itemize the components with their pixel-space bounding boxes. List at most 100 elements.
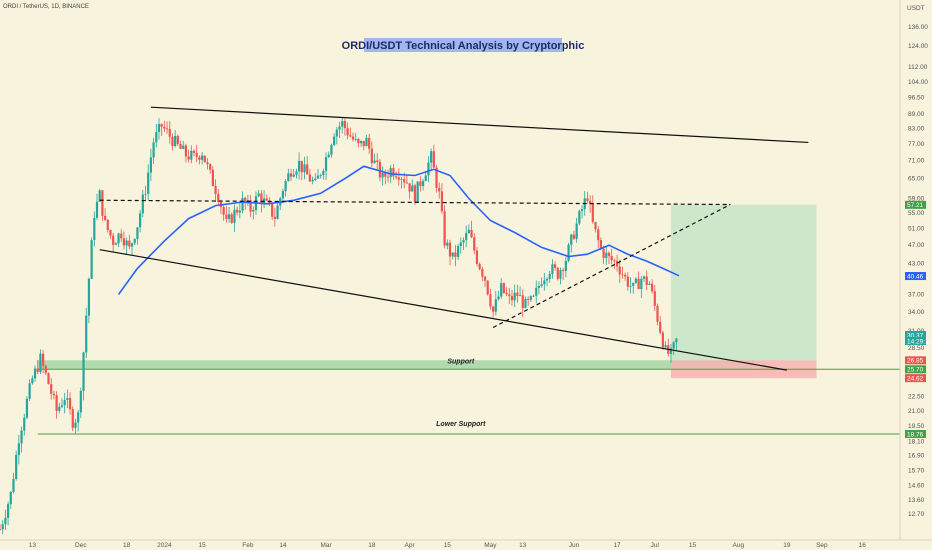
time-axis[interactable]: 13 Dec 18 2024 15 Feb 14 Mar 18 Apr 15 May 13 Jun 17 Ju…	[29, 542, 867, 549]
candle	[160, 123, 163, 136]
candle	[327, 151, 330, 158]
candle-body	[575, 223, 578, 239]
x-tick-label: Aug	[733, 542, 745, 549]
candle	[163, 120, 166, 133]
candle-body	[227, 214, 231, 219]
candle	[273, 207, 276, 227]
candle-body	[66, 398, 69, 400]
candle	[357, 138, 360, 148]
candle	[20, 426, 23, 453]
y-tick-label: 12.70	[908, 511, 925, 518]
candle-body	[311, 179, 314, 182]
candle-body	[500, 283, 503, 297]
y-tick-label: 71.00	[908, 157, 925, 164]
candle-body	[0, 529, 2, 531]
candle	[303, 156, 306, 180]
candle	[626, 272, 629, 291]
candle-body	[416, 181, 419, 203]
candle-body	[446, 242, 449, 246]
candle	[518, 286, 522, 297]
candle	[330, 143, 333, 158]
currency-label[interactable]: USDT	[907, 5, 925, 12]
y-tick-label: 37.00	[908, 291, 925, 298]
candle-body	[346, 128, 349, 136]
price-tag: 30.37	[905, 330, 926, 339]
candle-body	[540, 284, 543, 287]
candle	[222, 204, 225, 221]
price-axis[interactable]: 136.00 124.00 112.00 104.00 96.50 89.00 83.00 7…	[908, 24, 928, 518]
candle	[257, 189, 260, 198]
price-tag-bg	[905, 330, 926, 339]
candle-body	[634, 278, 638, 283]
candle-body	[408, 183, 411, 192]
candle	[281, 188, 285, 204]
support-label: Support	[447, 358, 474, 365]
candle	[39, 349, 42, 375]
candle	[451, 252, 454, 260]
candle	[23, 413, 26, 436]
candle	[465, 225, 468, 248]
x-tick-label: Jul	[651, 542, 660, 549]
candle	[187, 149, 190, 163]
candle	[4, 509, 7, 530]
candle	[244, 196, 247, 210]
candle	[85, 307, 88, 359]
candle-body	[120, 233, 123, 239]
y-tick-label: 18.10	[908, 438, 925, 445]
candle-body	[9, 491, 12, 505]
candle	[343, 118, 347, 136]
candle-body	[25, 398, 29, 418]
candle-body	[136, 227, 139, 239]
x-tick-label: 18	[368, 542, 376, 549]
candle-body	[650, 283, 654, 292]
candle-body	[454, 252, 457, 257]
neckline	[99, 199, 731, 206]
candle-body	[535, 287, 538, 296]
candle-body	[430, 151, 433, 163]
candle	[359, 140, 363, 147]
candle	[672, 341, 675, 356]
candle	[634, 277, 638, 284]
x-tick-label: 13	[519, 542, 527, 549]
candle	[155, 123, 158, 148]
price-tag-bg	[905, 429, 926, 438]
candle	[42, 350, 45, 373]
candle	[529, 295, 532, 302]
candle-body	[615, 260, 619, 267]
candle	[349, 127, 352, 138]
candle-body	[395, 176, 398, 178]
candle-body	[521, 295, 524, 308]
candle-body	[17, 443, 20, 456]
candle	[481, 266, 484, 282]
candle	[362, 141, 365, 151]
candle	[675, 337, 678, 351]
x-tick-label: 13	[29, 542, 37, 549]
x-tick-label: 18	[123, 542, 131, 549]
candle	[195, 144, 198, 163]
candle-body	[147, 172, 150, 194]
candle-body	[125, 240, 128, 246]
candle	[230, 212, 233, 225]
candle	[203, 155, 206, 163]
candle-body	[378, 161, 382, 178]
candle	[171, 133, 174, 151]
candle	[133, 238, 136, 246]
candle-body	[467, 229, 470, 234]
candle	[386, 169, 390, 183]
candle-body	[4, 517, 7, 525]
candle	[136, 227, 139, 245]
candle-body	[513, 292, 516, 301]
candle-body	[206, 162, 209, 165]
x-tick-label: 15	[689, 542, 697, 549]
candle	[217, 189, 220, 205]
candle-body	[494, 299, 497, 312]
candle-body	[289, 173, 293, 177]
candle	[370, 141, 373, 168]
candle	[591, 195, 594, 224]
target-zone	[670, 204, 817, 361]
candle	[198, 155, 201, 165]
price-tag-label: 25.70	[907, 367, 924, 374]
candle	[502, 282, 505, 295]
candle-body	[160, 124, 163, 127]
